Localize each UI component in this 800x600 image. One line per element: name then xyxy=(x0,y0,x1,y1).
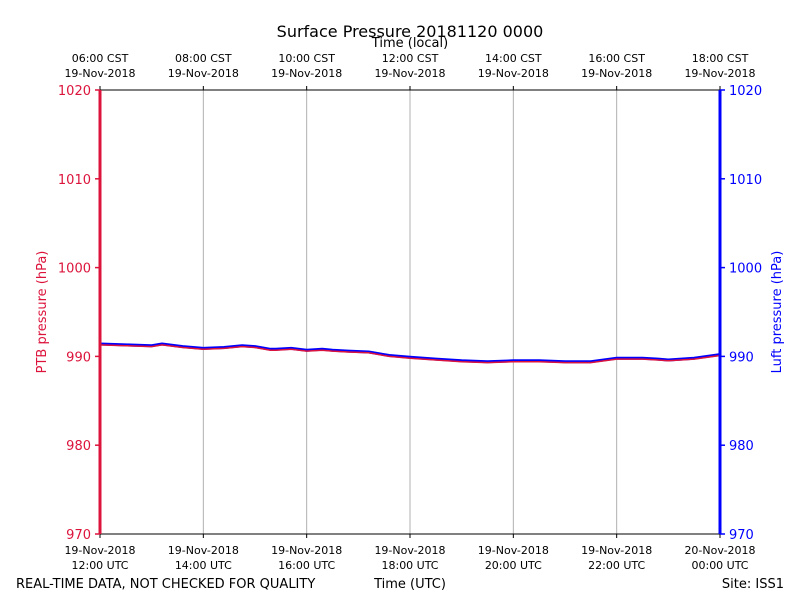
top-tick-date-label: 19-Nov-2018 xyxy=(684,67,755,80)
top-tick-time-label: 18:00 CST xyxy=(692,52,749,65)
left-tick-label: 1020 xyxy=(58,84,91,99)
series-lines xyxy=(99,342,721,364)
top-axis: 06:00 CST 19-Nov-2018 08:00 CST 19-Nov-2018… xyxy=(64,52,756,90)
top-tick-time-label: 08:00 CST xyxy=(175,52,232,65)
top-axis-label: Time (local) xyxy=(371,36,448,51)
x-tick-date-label: 20-Nov-2018 xyxy=(684,544,755,557)
y-axis-label-right: Luft pressure (hPa) xyxy=(770,251,785,374)
x-tick-date-label: 19-Nov-2018 xyxy=(374,544,445,557)
y-axis-label-left: PTB pressure (hPa) xyxy=(35,251,50,374)
x-axis-label: Time (UTC) xyxy=(373,577,446,592)
top-tick-date-label: 19-Nov-2018 xyxy=(374,67,445,80)
grid-lines xyxy=(202,90,618,534)
right-tick-label: 970 xyxy=(729,528,754,543)
top-tick-time-label: 16:00 CST xyxy=(588,52,645,65)
x-tick-date-label: 19-Nov-2018 xyxy=(168,544,239,557)
chart-title: Surface Pressure 20181120 0000 xyxy=(277,22,544,41)
x-tick-date-label: 19-Nov-2018 xyxy=(581,544,652,557)
left-tick-label: 970 xyxy=(66,528,91,543)
x-tick-time-label: 00:00 UTC xyxy=(691,559,748,572)
bottom-axis: 19-Nov-2018 12:00 UTC 19-Nov-2018 14:00 UTC… xyxy=(64,534,756,572)
left-tick-label: 980 xyxy=(66,439,91,454)
top-tick-date-label: 19-Nov-2018 xyxy=(478,67,549,80)
x-tick-time-label: 18:00 UTC xyxy=(381,559,438,572)
right-tick-label: 1020 xyxy=(729,84,762,99)
x-tick-date-label: 19-Nov-2018 xyxy=(478,544,549,557)
right-tick-label: 990 xyxy=(729,350,754,365)
left-tick-label: 1000 xyxy=(58,262,91,277)
x-tick-time-label: 12:00 UTC xyxy=(71,559,128,572)
top-tick-time-label: 10:00 CST xyxy=(278,52,335,65)
left-tick-label: 990 xyxy=(66,350,91,365)
x-tick-time-label: 16:00 UTC xyxy=(278,559,335,572)
x-tick-date-label: 19-Nov-2018 xyxy=(271,544,342,557)
top-tick-time-label: 12:00 CST xyxy=(382,52,439,65)
right-axis: 970 980 990 1000 1010 1020 xyxy=(720,84,762,543)
x-tick-time-label: 20:00 UTC xyxy=(485,559,542,572)
left-axis: 970 980 990 1000 1010 1020 xyxy=(58,84,100,543)
right-tick-label: 1010 xyxy=(729,173,762,188)
top-tick-time-label: 06:00 CST xyxy=(72,52,129,65)
right-tick-label: 1000 xyxy=(729,262,762,277)
footer-site: Site: ISS1 xyxy=(722,577,784,592)
x-tick-date-label: 19-Nov-2018 xyxy=(64,544,135,557)
top-tick-time-label: 14:00 CST xyxy=(485,52,542,65)
right-tick-label: 980 xyxy=(729,439,754,454)
x-tick-time-label: 14:00 UTC xyxy=(175,559,232,572)
top-tick-date-label: 19-Nov-2018 xyxy=(168,67,239,80)
left-tick-label: 1010 xyxy=(58,173,91,188)
top-tick-date-label: 19-Nov-2018 xyxy=(271,67,342,80)
luft-pressure-line xyxy=(99,342,721,364)
top-tick-date-label: 19-Nov-2018 xyxy=(64,67,135,80)
top-tick-date-label: 19-Nov-2018 xyxy=(581,67,652,80)
ptb-pressure-line xyxy=(99,344,721,364)
footer-quality-note: REAL-TIME DATA, NOT CHECKED FOR QUALITY xyxy=(16,577,315,592)
x-tick-time-label: 22:00 UTC xyxy=(588,559,645,572)
